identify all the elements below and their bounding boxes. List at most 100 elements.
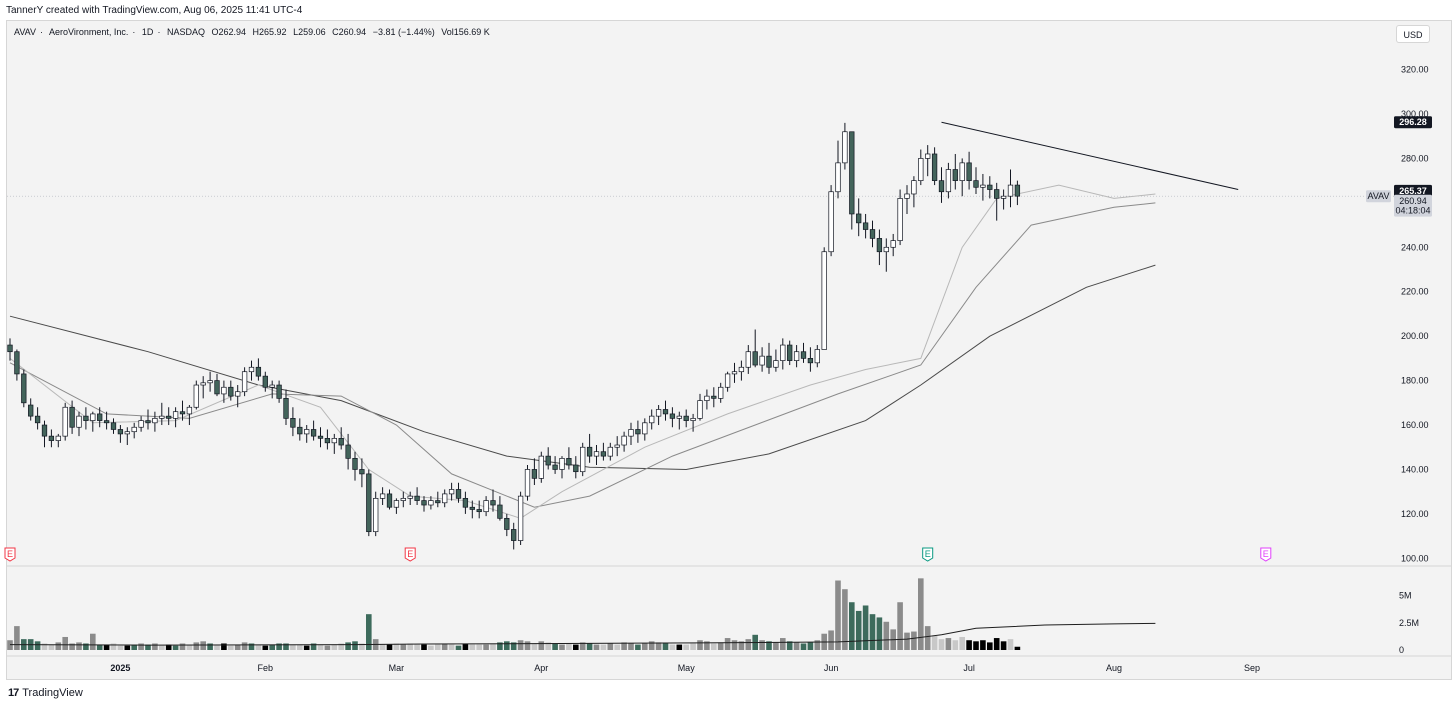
volume-bar [1014, 646, 1021, 650]
time-axis-label: Aug [1106, 663, 1122, 673]
volume-bar [462, 643, 469, 650]
legend-company-name: AeroVironment, Inc. [49, 27, 129, 37]
volume-bar [159, 645, 165, 650]
candle-body [428, 500, 434, 506]
volume-bar [435, 644, 441, 650]
candle-body [117, 429, 124, 435]
volume-bar [138, 643, 144, 650]
volume-bar [869, 614, 876, 650]
price-badge-dark [1394, 184, 1432, 197]
volume-bar [186, 644, 193, 650]
candle-body [973, 180, 979, 188]
volume-bar [504, 641, 510, 650]
candle-body [787, 344, 793, 361]
candle-body [883, 246, 889, 253]
volume-bar [828, 630, 834, 650]
candle-body [41, 424, 48, 437]
volume-bar [690, 643, 696, 650]
candle-body [862, 222, 869, 230]
volume-bar [855, 610, 862, 650]
candle-body [166, 415, 172, 419]
symbol-price-tag-label: AVAV [1367, 191, 1389, 201]
tradingview-brand[interactable]: 17 TradingView [8, 687, 83, 699]
volume-bar [310, 643, 317, 650]
candle-body [442, 493, 448, 504]
volume-bar [676, 644, 683, 650]
candle-body [738, 366, 745, 373]
time-axis-label: Apr [534, 663, 548, 673]
volume-bar [648, 641, 655, 650]
volume-bar [993, 638, 1000, 650]
candle-body [435, 500, 441, 504]
candle-body [697, 400, 703, 419]
short-moving-average-line [9, 184, 1156, 519]
candle-body [593, 451, 600, 457]
candle-body [607, 446, 613, 457]
candle-body [683, 415, 689, 421]
volume-bar [924, 626, 931, 650]
volume-bar [34, 641, 41, 650]
volume-bar [883, 621, 890, 650]
volume-bar [780, 638, 786, 650]
legend-exchange: NASDAQ [166, 27, 205, 37]
candle-body [297, 426, 303, 435]
candle-body [904, 193, 910, 199]
volume-bar [255, 644, 262, 650]
candle-body [103, 420, 110, 424]
candle-body [48, 435, 55, 441]
candle-body [28, 404, 34, 417]
earnings-marker-label: E [407, 549, 413, 559]
candle-body [821, 251, 827, 350]
candle-body [752, 351, 758, 366]
volume-bar [248, 643, 255, 650]
volume-bar [531, 643, 538, 650]
volume-bar [400, 644, 407, 650]
candle-body [511, 529, 517, 541]
candle-body [759, 355, 765, 366]
volume-bar [566, 643, 572, 650]
candle-body [193, 384, 199, 408]
legend-interval[interactable]: 1D [141, 27, 154, 37]
volume-bar [441, 643, 448, 650]
volume-bar [835, 580, 841, 650]
volume-bar [593, 644, 600, 650]
currency-button[interactable]: USD [1396, 25, 1430, 43]
volume-bar [359, 643, 365, 650]
candle-body [490, 500, 496, 506]
volume-bar [538, 641, 545, 650]
volume-bar [807, 642, 814, 650]
volume-bar [207, 643, 213, 650]
candle-body [994, 189, 1000, 199]
candle-body [69, 406, 75, 428]
candle-body [14, 351, 20, 375]
candle-body [483, 500, 489, 513]
candle-body [497, 504, 503, 519]
candle-body [911, 180, 917, 195]
volume-bar [386, 644, 393, 650]
earnings-marker [1260, 547, 1272, 562]
price-tick-label: 300.00 [1401, 109, 1429, 119]
volume-bar [179, 643, 186, 650]
legend-ticker[interactable]: AVAV [14, 27, 37, 37]
volume-bar [262, 645, 269, 650]
candle-body [876, 238, 883, 253]
candle-body [186, 406, 193, 415]
candle-body [649, 415, 655, 424]
volume-bar [62, 636, 68, 650]
volume-bar [628, 643, 634, 650]
volume-bar [786, 641, 793, 650]
candle-body [766, 355, 772, 368]
volume-bar [421, 644, 427, 650]
candle-body [421, 500, 427, 506]
candle-body [324, 438, 331, 444]
time-axis-label: Jun [824, 663, 839, 673]
volume-bar [1007, 639, 1014, 650]
candle-body [290, 418, 296, 428]
candle-body [538, 455, 544, 479]
candle-body [925, 153, 931, 159]
legend-close: C260.94 [332, 27, 367, 37]
volume-bar [662, 643, 669, 650]
chart-credit: TannerY created with TradingView.com, Au… [6, 5, 303, 16]
volume-bar [724, 638, 731, 650]
